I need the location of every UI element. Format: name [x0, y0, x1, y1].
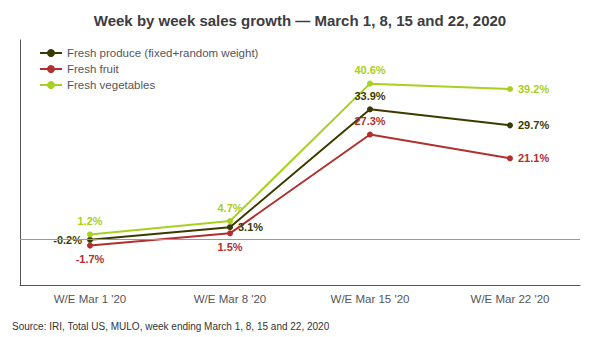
svg-text:Fresh fruit: Fresh fruit [67, 63, 120, 75]
svg-text:-1.7%: -1.7% [76, 253, 105, 265]
svg-text:Week by week sales growth — Ma: Week by week sales growth — March 1, 8, … [94, 12, 506, 29]
svg-text:-0.2%: -0.2% [53, 233, 82, 246]
svg-text:Source: IRI, Total US, MULO, w: Source: IRI, Total US, MULO, week ending… [12, 321, 330, 332]
svg-text:1.5%: 1.5% [217, 241, 242, 253]
svg-text:39.2%: 39.2% [518, 83, 549, 95]
svg-text:33.9%: 33.9% [354, 90, 385, 102]
svg-text:W/E Mar 1 '20: W/E Mar 1 '20 [54, 293, 127, 305]
svg-text:29.7%: 29.7% [518, 119, 549, 131]
svg-text:3.1%: 3.1% [238, 221, 263, 233]
svg-text:27.3%: 27.3% [354, 115, 385, 127]
svg-text:Fresh vegetables: Fresh vegetables [67, 79, 155, 91]
svg-text:1.2%: 1.2% [77, 215, 102, 227]
svg-text:Fresh produce (fixed+random we: Fresh produce (fixed+random weight) [67, 47, 259, 59]
svg-text:40.6%: 40.6% [354, 64, 385, 76]
svg-text:W/E Mar 8 '20: W/E Mar 8 '20 [194, 293, 267, 305]
svg-text:4.7%: 4.7% [217, 202, 242, 214]
svg-text:21.1%: 21.1% [518, 152, 549, 164]
svg-text:W/E Mar 15 '20: W/E Mar 15 '20 [331, 293, 410, 305]
svg-text:W/E Mar 22 '20: W/E Mar 22 '20 [471, 293, 550, 305]
